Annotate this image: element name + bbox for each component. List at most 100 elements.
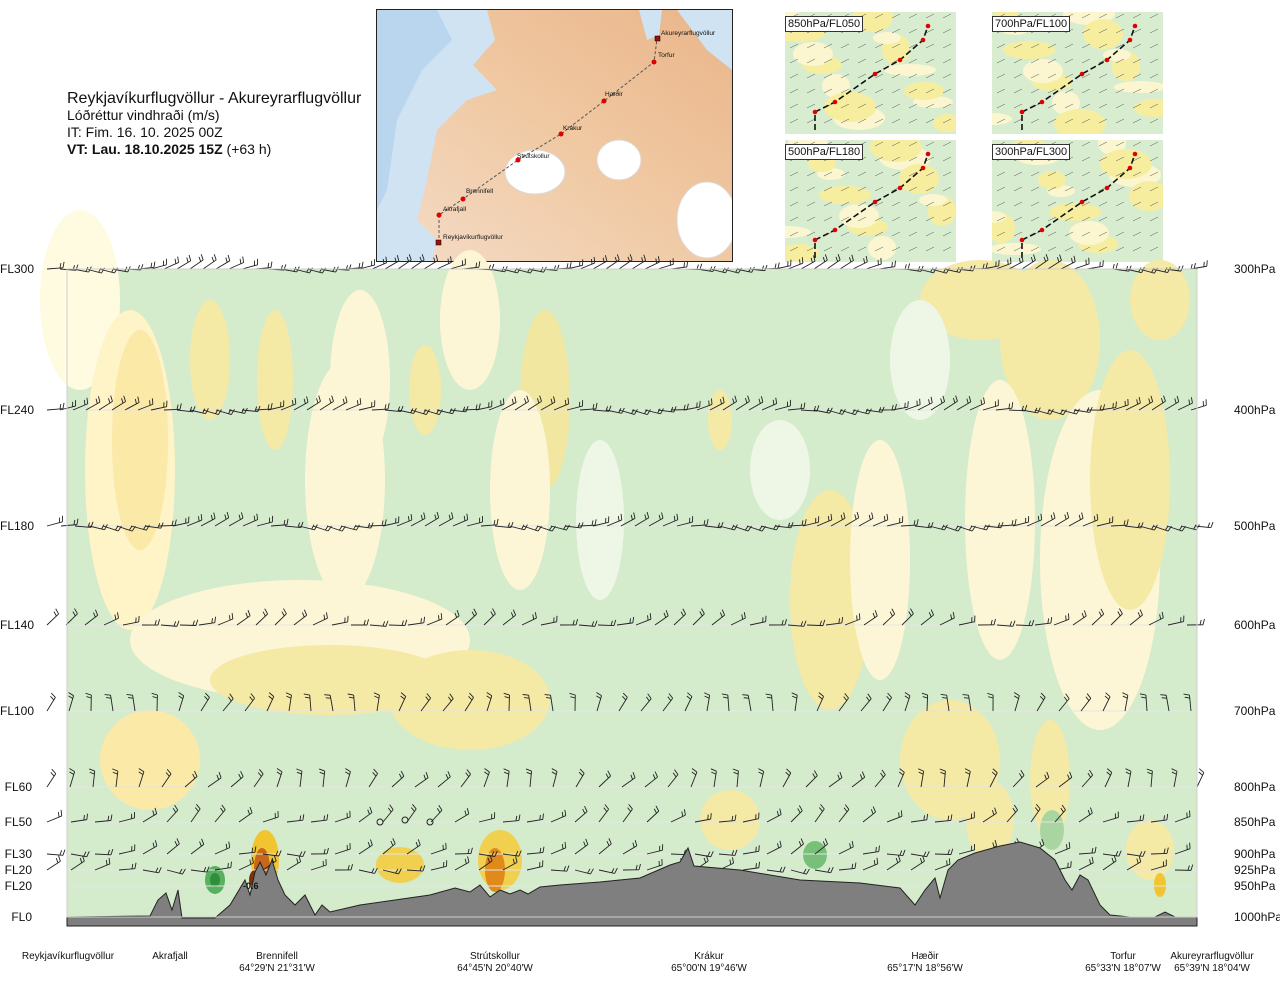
inset-barb: [1132, 156, 1142, 162]
wind-barb-flag-153: [894, 403, 897, 411]
wind-barb-flag-159: [968, 395, 972, 403]
wind-barb-flag2-382: [216, 774, 220, 780]
wind-barb-flag-348: [622, 692, 628, 698]
wind-barb-flag-399: [607, 770, 612, 777]
wind-barb-flag-351: [687, 692, 693, 697]
wind-barb-flag-358: [844, 693, 849, 699]
wind-barb-flag-310: [993, 618, 996, 625]
inset-barb: [1030, 43, 1040, 49]
wind-barb-flag-520: [1166, 847, 1169, 854]
inset-barb: [789, 58, 799, 64]
wind-barb-flag-488: [392, 838, 396, 844]
wind-barb-flag2-109: [316, 398, 319, 404]
route-points: [435, 35, 661, 246]
wind-barb-flag-375: [51, 768, 57, 774]
inset-barb: [1064, 103, 1074, 109]
wind-barb-flag-10: [188, 254, 192, 261]
inset-barb: [789, 171, 799, 177]
wind-barb-flag2-270: [228, 615, 231, 621]
wind-barb-flag-222: [676, 513, 679, 520]
wind-barb-flag-546: [638, 863, 641, 870]
wind-barb-flag-92: [97, 396, 101, 403]
wind-barb-flag2-54: [761, 265, 765, 271]
inset-barb: [857, 73, 867, 79]
wind-barb-flag2-281: [438, 615, 440, 621]
wind-barb-flag2-289: [591, 621, 595, 627]
wind-barb-flag2-397: [551, 771, 557, 775]
wind-barb-flag-306: [910, 608, 914, 614]
wind-barb-flag2-239: [913, 520, 916, 526]
wind-barb-flag2-454: [731, 815, 734, 821]
wind-barb-flag-71: [985, 262, 988, 269]
wind-barb-flag-387: [318, 768, 325, 772]
inset-barb: [1030, 118, 1040, 124]
wind-barb-flag-205: [436, 511, 440, 518]
wind-barb-425: [1196, 772, 1205, 788]
wind-barb-flag2-191: [238, 514, 241, 520]
wind-barb-flag-390: [400, 770, 405, 777]
inset-barb: [1081, 88, 1091, 94]
wind-barb-flag-136: [673, 406, 677, 413]
wind-barb-flag2-334: [304, 696, 311, 699]
inset-barb: [908, 171, 918, 177]
wind-barb-flag2-290: [610, 620, 613, 626]
wind-barb-flag-549: [705, 855, 709, 862]
wind-barbs: [46, 254, 1214, 875]
wind-barb-flag-96: [151, 398, 154, 405]
wind-barb-flag-461: [900, 810, 903, 817]
wind-barb-flag-491: [470, 847, 473, 854]
inset-barb: [996, 186, 1006, 192]
wind-barb-flag-127: [553, 396, 556, 403]
wind-barb-flag-402: [674, 769, 679, 775]
wind-barb-flag2-32: [475, 262, 478, 268]
x-location-name: Akrafjall: [152, 951, 188, 962]
wind-barb-flag-294: [682, 608, 687, 615]
wind-barb-flag2-411: [880, 772, 884, 778]
wind-barb-flag2-350: [667, 696, 672, 701]
inset-barb: [1149, 141, 1159, 147]
wind-barb-flag2-342: [486, 695, 492, 699]
wind-barb-flag-569: [1190, 864, 1194, 871]
wind-barb-flag2-550: [729, 859, 732, 865]
inset-barb: [1081, 43, 1091, 49]
wind-barb-flag-204: [423, 512, 426, 519]
calm-circle-2: [426, 818, 434, 826]
wind-barb-520: [1150, 852, 1168, 855]
wind-barb-flag2-567: [1136, 858, 1139, 864]
inset-barb: [996, 88, 1006, 94]
wind-barb-flag-295: [701, 608, 705, 614]
wind-barb-flag-532: [298, 855, 302, 862]
inset-route-point-1: [1039, 99, 1045, 105]
wind-barb-322: [46, 697, 56, 712]
wind-barb-flag-316: [1100, 608, 1105, 615]
wind-barb-flag-365: [987, 692, 994, 696]
inset-barb: [1013, 88, 1023, 94]
wind-barb-flag-345: [544, 694, 551, 696]
inset-barb: [996, 43, 1006, 49]
wind-barb-flag-374: [1183, 693, 1190, 696]
wind-barb-flag2-189: [210, 514, 213, 520]
wind-barb-flag-111: [345, 396, 348, 403]
wind-barb-flag2-325: [106, 697, 112, 699]
inset-barb: [1047, 118, 1057, 124]
field-contour-0: [40, 210, 120, 390]
route-point-akrafjall: [436, 212, 442, 218]
wind-barb-flag-426: [60, 809, 63, 816]
inset-route-point-1: [832, 227, 838, 233]
y-label-fl-7: FL30: [4, 847, 32, 861]
wind-barb-flag-379: [138, 768, 145, 773]
wind-barb-290: [597, 624, 615, 627]
wind-barb-flag2-559: [946, 860, 948, 866]
wind-barb-flag-466: [1013, 804, 1018, 811]
wind-barb-flag2-462: [923, 815, 925, 821]
map-label-akrafjall: Akrafjall: [443, 206, 467, 213]
wind-barb-flag2-98: [176, 404, 179, 410]
y-label-hpa-8: 925hPa: [1234, 863, 1276, 877]
wind-barb-flag-535: [374, 867, 378, 874]
wind-barb-flag2-62: [863, 258, 866, 264]
inset-barb: [806, 171, 816, 177]
wind-barb-flag-474: [62, 849, 66, 856]
wind-barb-flag-458: [820, 804, 825, 810]
wind-barb-flag2-478: [152, 842, 155, 848]
wind-barb-flag-77: [1059, 254, 1062, 261]
